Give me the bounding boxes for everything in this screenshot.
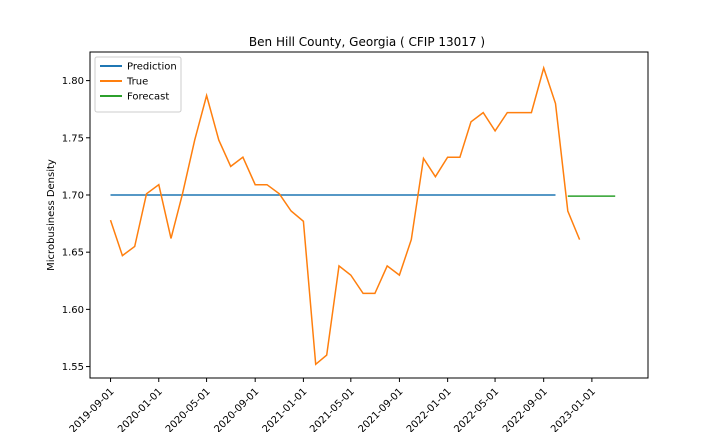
x-tick-label: 2021-05-01: [308, 386, 357, 432]
x-tick-label: 2022-09-01: [501, 386, 550, 432]
x-tick-label: 2022-05-01: [452, 386, 501, 432]
y-tick-label: 1.55: [62, 362, 84, 373]
legend: Prediction True Forecast: [94, 56, 182, 113]
legend-box: [94, 56, 182, 113]
chart-title: Ben Hill County, Georgia ( CFIP 13017 ): [249, 35, 485, 49]
x-tick-label: 2019-09-01: [68, 386, 117, 432]
y-tick-label: 1.60: [62, 305, 84, 316]
x-tick-label: 2021-01-01: [261, 386, 310, 432]
x-tick-label: 2022-01-01: [405, 386, 454, 432]
x-tick-label: 2021-09-01: [357, 386, 406, 432]
x-tick-label: 2020-09-01: [212, 386, 261, 432]
x-tick-label: 2020-05-01: [164, 386, 213, 432]
y-axis-label: Microbusiness Density: [46, 159, 57, 271]
plot-area: [109, 65, 616, 366]
x-tick-label: 2020-01-01: [116, 386, 165, 432]
y-tick-label: 1.65: [62, 248, 84, 259]
x-tick-label: 2023-01-01: [549, 386, 598, 432]
y-tick-label: 1.80: [62, 76, 84, 87]
y-tick-label: 1.75: [62, 133, 84, 144]
plot-frame: [89, 51, 649, 379]
legend-label-forecast: Forecast: [127, 92, 169, 103]
series-line-true: [109, 65, 581, 366]
legend-label-prediction: Prediction: [127, 62, 177, 73]
y-tick-label: 1.70: [62, 190, 84, 201]
legend-label-true: True: [126, 77, 148, 88]
